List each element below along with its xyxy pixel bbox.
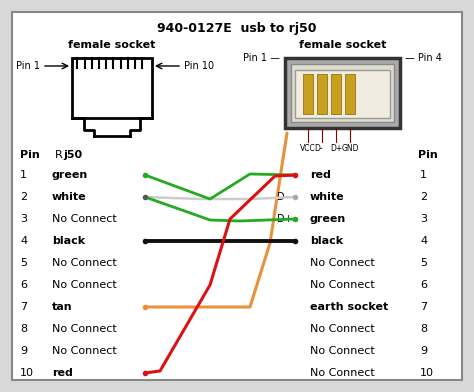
- Text: Pin 1 —: Pin 1 —: [243, 53, 280, 63]
- Text: No Connect: No Connect: [310, 280, 375, 290]
- Text: 2: 2: [420, 192, 427, 202]
- Bar: [331, 74, 341, 114]
- Bar: [317, 74, 327, 114]
- Text: R: R: [55, 150, 63, 160]
- Text: D+: D+: [330, 144, 342, 153]
- Bar: [345, 74, 355, 114]
- Text: black: black: [310, 236, 343, 246]
- Text: 10: 10: [20, 368, 34, 378]
- Text: 4: 4: [20, 236, 27, 246]
- Text: — Pin 4: — Pin 4: [405, 53, 442, 63]
- Text: No Connect: No Connect: [310, 258, 375, 268]
- Text: female socket: female socket: [68, 40, 155, 50]
- Text: No Connect: No Connect: [52, 346, 117, 356]
- Text: 5: 5: [420, 258, 427, 268]
- Text: No Connect: No Connect: [310, 324, 375, 334]
- Text: 10: 10: [420, 368, 434, 378]
- Text: 6: 6: [420, 280, 427, 290]
- Text: white: white: [310, 192, 345, 202]
- Text: green: green: [52, 170, 88, 180]
- Text: white: white: [52, 192, 87, 202]
- Bar: [72, 58, 152, 118]
- Text: D-: D-: [315, 144, 323, 153]
- Text: 9: 9: [20, 346, 27, 356]
- Text: j50: j50: [63, 150, 82, 160]
- Text: Pin 10: Pin 10: [184, 61, 214, 71]
- Text: 3: 3: [20, 214, 27, 224]
- Text: VCC: VCC: [300, 144, 316, 153]
- Text: 940-0127E  usb to rj50: 940-0127E usb to rj50: [157, 22, 317, 34]
- Text: 9: 9: [420, 346, 427, 356]
- Text: No Connect: No Connect: [52, 280, 117, 290]
- Text: GND: GND: [341, 144, 359, 153]
- Text: 5: 5: [20, 258, 27, 268]
- Bar: [303, 74, 313, 114]
- Text: 7: 7: [20, 302, 27, 312]
- Text: 7: 7: [420, 302, 427, 312]
- Text: Pin: Pin: [20, 150, 40, 160]
- Text: No Connect: No Connect: [52, 214, 117, 224]
- Bar: [291, 64, 394, 122]
- Text: 2: 2: [20, 192, 27, 202]
- Text: Pin: Pin: [418, 150, 438, 160]
- Text: green: green: [310, 214, 346, 224]
- Bar: [285, 58, 400, 128]
- Text: D+: D+: [277, 214, 293, 224]
- Text: earth socket: earth socket: [310, 302, 388, 312]
- Text: red: red: [52, 368, 73, 378]
- Text: black: black: [52, 236, 85, 246]
- Text: No Connect: No Connect: [52, 324, 117, 334]
- Text: Pin 1: Pin 1: [16, 61, 40, 71]
- Text: female socket: female socket: [299, 40, 386, 50]
- Text: 1: 1: [20, 170, 27, 180]
- Text: 8: 8: [420, 324, 427, 334]
- Text: No Connect: No Connect: [52, 258, 117, 268]
- Text: 4: 4: [420, 236, 427, 246]
- Text: 3: 3: [420, 214, 427, 224]
- Text: 1: 1: [420, 170, 427, 180]
- Text: tan: tan: [52, 302, 73, 312]
- Text: 8: 8: [20, 324, 27, 334]
- Bar: [295, 70, 390, 118]
- Text: 6: 6: [20, 280, 27, 290]
- Text: No Connect: No Connect: [310, 368, 375, 378]
- Text: red: red: [310, 170, 331, 180]
- Text: No Connect: No Connect: [310, 346, 375, 356]
- Text: D−: D−: [277, 192, 293, 202]
